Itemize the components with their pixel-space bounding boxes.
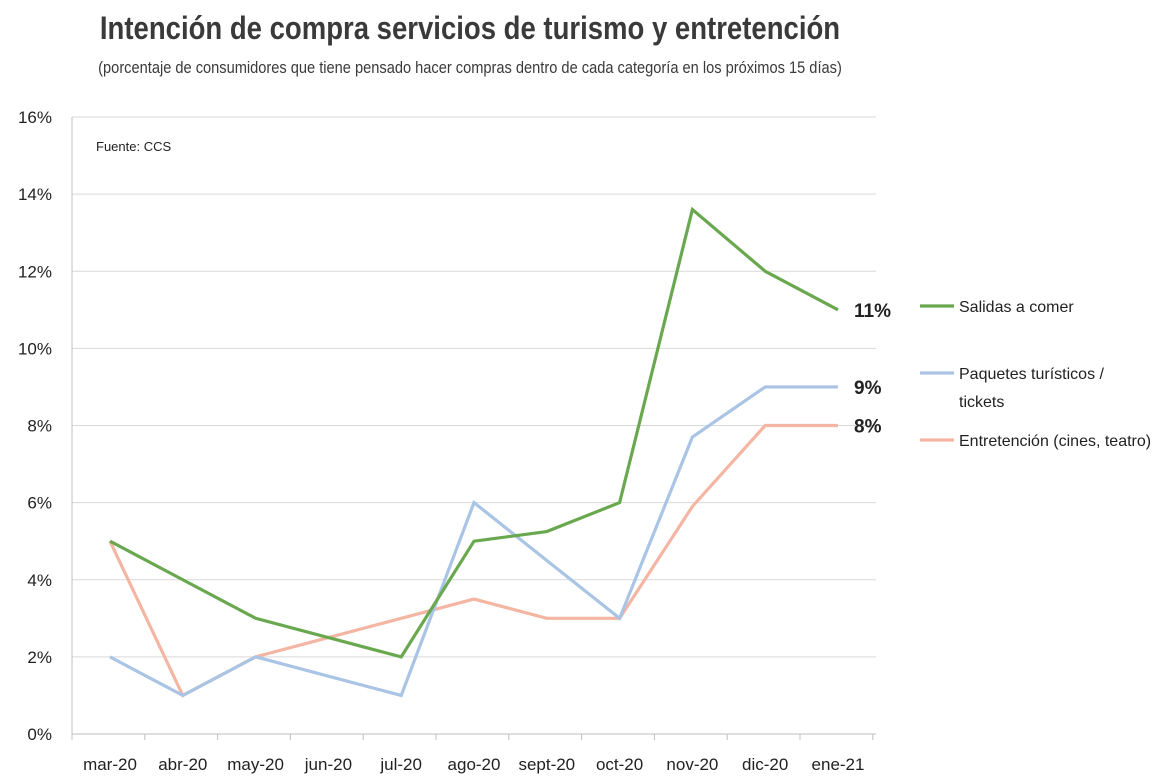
x-tick-label: ene-21 — [812, 755, 865, 774]
legend-label: Salidas a comer — [959, 299, 1074, 316]
x-tick-label: jul-20 — [379, 755, 422, 774]
x-tick-label: dic-20 — [742, 755, 788, 774]
y-tick-label: 0% — [27, 725, 52, 744]
x-tick-label: ago-20 — [448, 755, 501, 774]
y-tick-label: 8% — [27, 417, 52, 436]
x-tick-label: sept-20 — [518, 755, 575, 774]
series-line — [108, 423, 838, 698]
x-tick-label: may-20 — [227, 755, 284, 774]
x-tick-label: abr-20 — [158, 755, 207, 774]
x-tick-label: mar-20 — [83, 755, 137, 774]
legend-label: Paquetes turísticos / — [959, 366, 1105, 383]
legend-label: Entretención (cines, teatro) — [959, 433, 1151, 450]
series-line — [109, 206, 839, 659]
y-tick-label: 10% — [18, 339, 52, 358]
chart-title: Intención de compra servicios de turismo… — [99, 10, 841, 46]
y-tick-label: 6% — [27, 494, 52, 513]
y-tick-label: 14% — [18, 185, 52, 204]
x-tick-label: oct-20 — [596, 755, 643, 774]
y-tick-label: 16% — [18, 108, 52, 127]
chart-subtitle: (porcentaje de consumidores que tiene pe… — [98, 58, 842, 77]
y-tick-label: 2% — [27, 648, 52, 667]
x-tick-label: nov-20 — [666, 755, 718, 774]
source-note: Fuente: CCS — [96, 139, 171, 154]
y-tick-label: 12% — [18, 262, 52, 281]
y-tick-label: 4% — [27, 571, 52, 590]
data-label: 8% — [854, 417, 882, 438]
data-label: 9% — [854, 378, 882, 399]
series-line — [109, 385, 838, 698]
legend-label: tickets — [959, 394, 1004, 411]
x-tick-label: jun-20 — [304, 755, 352, 774]
data-label: 11% — [854, 301, 891, 322]
